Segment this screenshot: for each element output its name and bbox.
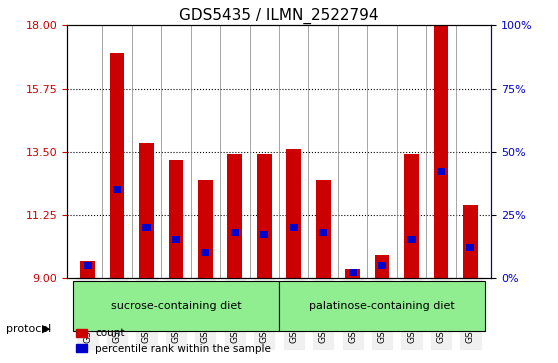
Bar <box>113 186 121 193</box>
Text: sucrose-containing diet: sucrose-containing diet <box>110 301 241 311</box>
Text: protocol: protocol <box>6 323 51 334</box>
Bar <box>378 262 386 269</box>
Legend: count, percentile rank within the sample: count, percentile rank within the sample <box>72 324 275 358</box>
Bar <box>286 149 301 278</box>
Bar <box>201 249 209 256</box>
Bar <box>169 160 183 278</box>
Bar <box>434 25 448 278</box>
Text: palatinose-containing diet: palatinose-containing diet <box>309 301 455 311</box>
Bar <box>139 143 154 278</box>
Title: GDS5435 / ILMN_2522794: GDS5435 / ILMN_2522794 <box>179 8 379 24</box>
Bar <box>316 180 330 278</box>
Bar <box>349 269 357 276</box>
Bar <box>375 256 389 278</box>
Bar <box>345 269 360 278</box>
Bar <box>228 154 242 278</box>
Bar <box>80 261 95 278</box>
Text: ▶: ▶ <box>42 323 50 334</box>
Bar <box>257 154 272 278</box>
Bar <box>142 224 151 231</box>
Bar <box>279 281 485 331</box>
Bar <box>198 180 213 278</box>
Bar <box>231 229 239 236</box>
Bar <box>172 236 180 244</box>
Bar <box>84 262 92 269</box>
Bar <box>463 205 478 278</box>
Bar <box>290 224 298 231</box>
Bar <box>466 244 474 251</box>
Bar <box>110 53 124 278</box>
Bar <box>73 281 279 331</box>
Bar <box>404 154 419 278</box>
Bar <box>260 232 268 238</box>
Bar <box>319 229 327 236</box>
Bar <box>437 168 445 175</box>
Bar <box>407 236 416 244</box>
